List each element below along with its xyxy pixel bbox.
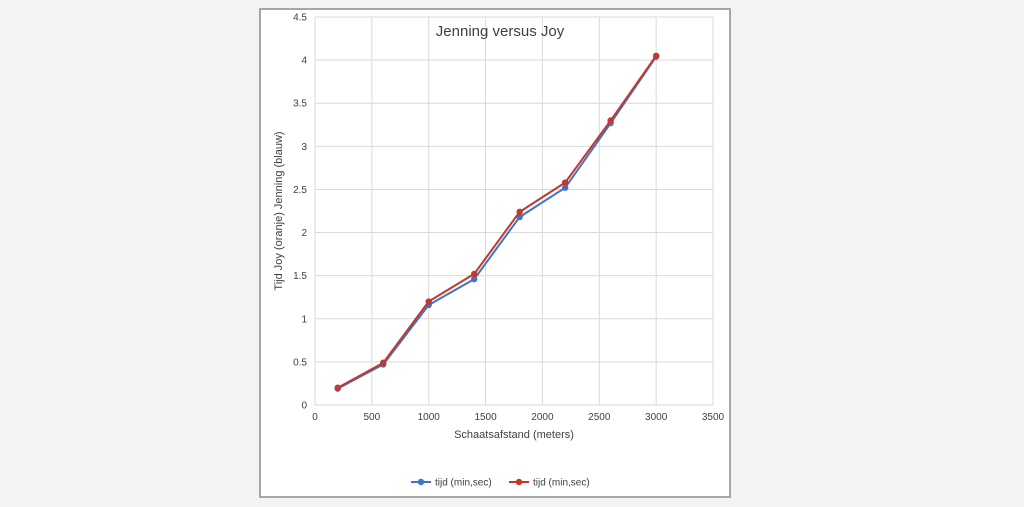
series-line-2 [337, 55, 657, 389]
y-tick-label: 0 [301, 401, 307, 412]
data-point [471, 275, 478, 283]
data-point [334, 384, 341, 391]
x-tick-label: 3000 [645, 412, 668, 423]
x-tick-label: 2000 [531, 412, 554, 423]
series-line-1 [337, 56, 657, 390]
chart-title: Jenning versus Joy [436, 23, 565, 40]
y-tick-label: 1.5 [293, 271, 307, 282]
x-tick-label: 3500 [702, 412, 725, 423]
y-tick-label: 2.5 [293, 185, 307, 196]
data-point [516, 208, 523, 216]
x-tick-label: 1500 [474, 412, 497, 423]
y-tick-label: 3.5 [293, 99, 307, 110]
y-tick-label: 2 [301, 228, 307, 239]
x-tick-label: 1000 [418, 412, 441, 423]
y-tick-label: 1 [301, 314, 307, 325]
x-tick-label: 0 [312, 412, 318, 423]
y-tick-label: 0.5 [293, 357, 307, 368]
legend-marker [417, 478, 425, 486]
data-point [561, 179, 569, 186]
y-tick-label: 4 [301, 56, 307, 67]
data-point [425, 298, 432, 305]
data-point [652, 52, 660, 59]
data-point [561, 184, 569, 191]
data-point [471, 270, 478, 278]
gridlines [314, 16, 714, 406]
legend-label: tijd (min,sec) [435, 478, 492, 489]
chart-frame: 0 0.5 1 1.5 2 2.5 3 3.5 4 4.5 0 500 1000 1500 2000 2500… [259, 8, 731, 498]
x-tick-label: 500 [364, 412, 381, 423]
x-axis-title: Schaatsafstand (meters) [454, 429, 574, 441]
y-tick-label: 3 [301, 142, 307, 153]
legend-marker [515, 478, 523, 486]
data-point [380, 359, 387, 366]
axes: 0 0.5 1 1.5 2 2.5 3 3.5 4 4.5 0 500 1000 1500 2000 2500… [293, 13, 724, 424]
series [334, 52, 660, 392]
legend-label: tijd (min,sec) [533, 478, 590, 489]
legend: tijd (min,sec) tijd (min,sec) [411, 478, 590, 489]
y-axis-title: Tijd Joy (oranje) Jenning (blauw) [273, 131, 285, 290]
data-point [607, 117, 614, 124]
line-chart: 0 0.5 1 1.5 2 2.5 3 3.5 4 4.5 0 500 1000 1500 2000 2500… [273, 13, 725, 489]
y-tick-label: 4.5 [293, 13, 307, 24]
x-tick-label: 2500 [588, 412, 611, 423]
